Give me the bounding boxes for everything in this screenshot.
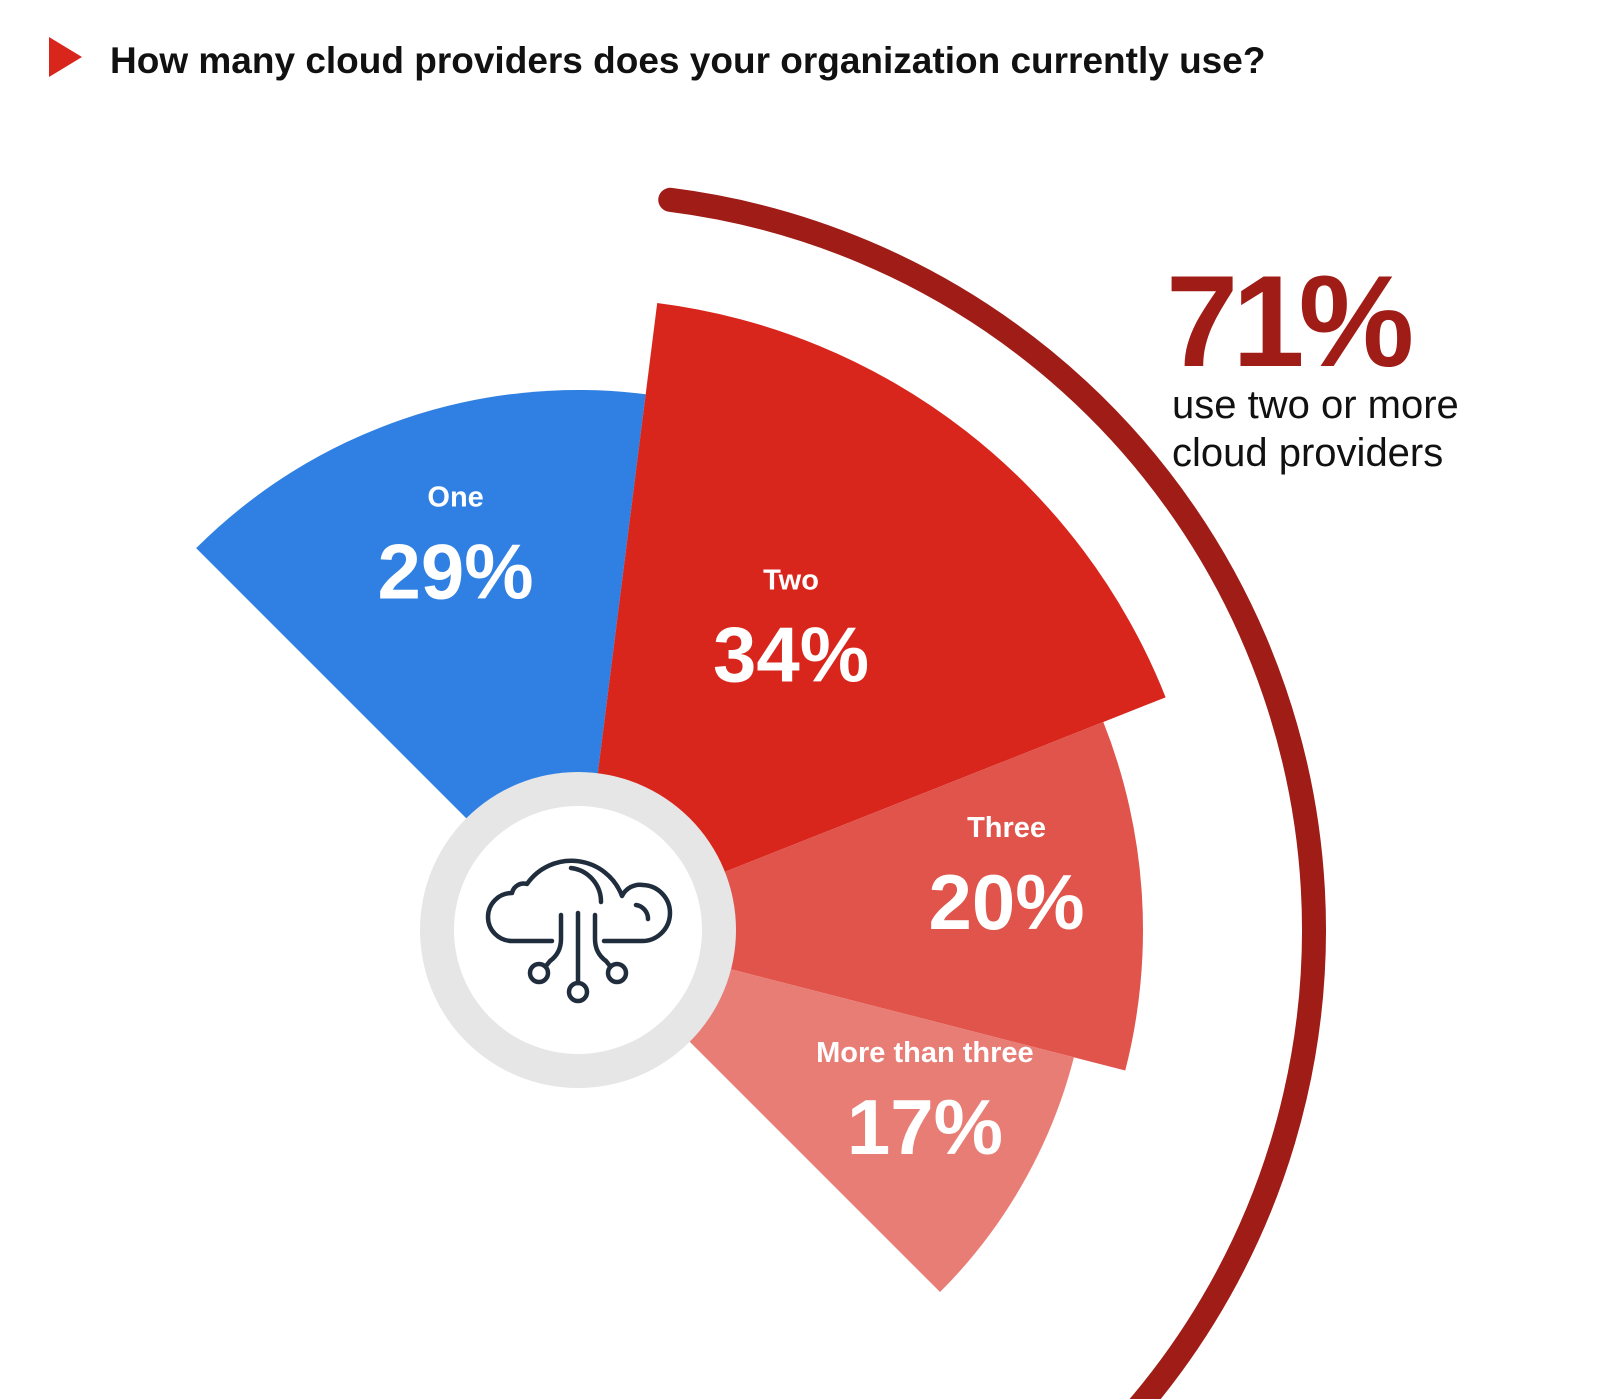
slice-two	[578, 302, 1166, 931]
slice-value-two: 34%	[713, 610, 869, 698]
annotation-value: 71%	[1166, 248, 1412, 394]
slice-value-three: 20%	[929, 858, 1085, 946]
annotation-text-line: use two or more	[1172, 383, 1459, 427]
slice-three	[578, 722, 1143, 1071]
slice-label-three: Three	[967, 812, 1046, 844]
cloud-network-icon	[485, 858, 673, 1004]
annotation-bracket-arc	[658, 187, 1326, 1399]
chart-title: How many cloud providers does your organ…	[110, 40, 1265, 81]
slice-label-one: One	[427, 481, 483, 513]
slice-label-two: Two	[763, 564, 819, 596]
slice-value-more-than-three: 17%	[847, 1083, 1003, 1171]
slice-value-one: 29%	[378, 527, 534, 615]
slice-label-more-than-three: More than three	[816, 1037, 1034, 1069]
annotation-text-line: cloud providers	[1172, 431, 1443, 475]
play-triangle-icon	[49, 37, 82, 77]
